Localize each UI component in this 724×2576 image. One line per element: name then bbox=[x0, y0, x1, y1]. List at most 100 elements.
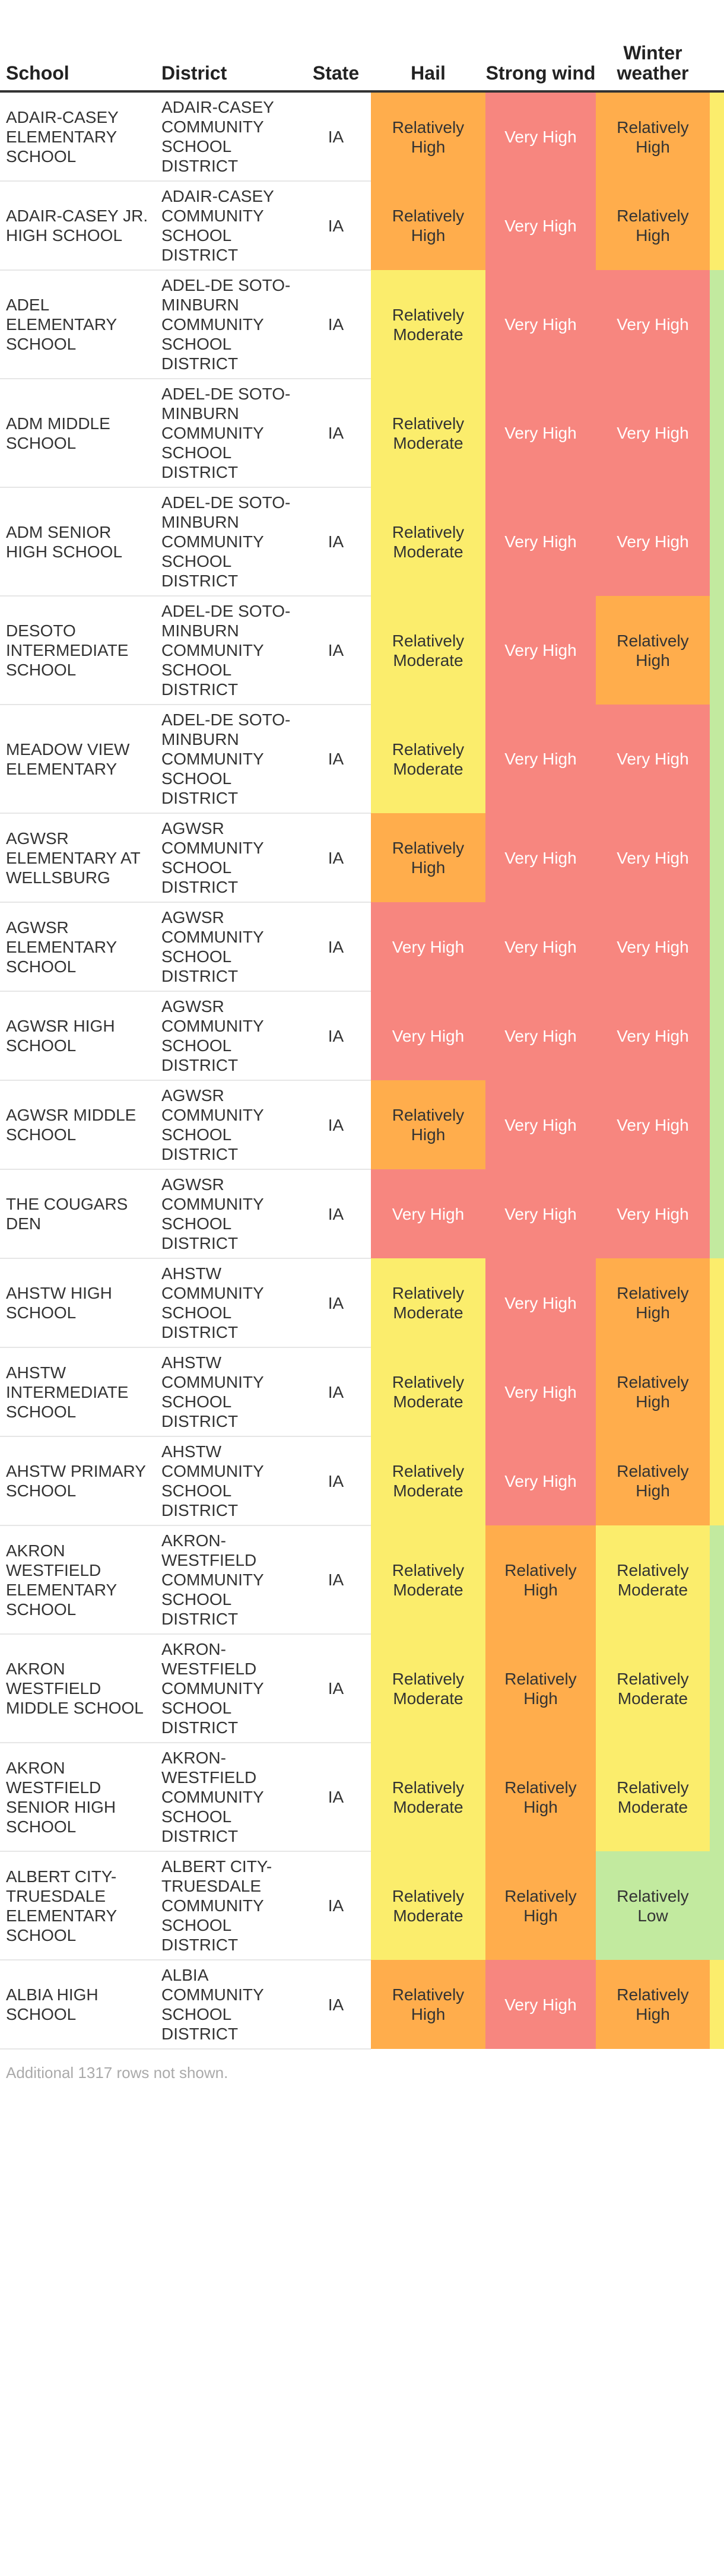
cell-district: AKRON-WESTFIELD COMMUNITY SCHOOL DISTRIC… bbox=[155, 1525, 301, 1635]
cell-winter-weather-risk: Very High bbox=[596, 705, 710, 813]
cell-strong-wind-risk: Very High bbox=[485, 1347, 596, 1436]
column-header-winter-weather[interactable]: Winter weather bbox=[596, 0, 710, 93]
cell-district: ADAIR-CASEY COMMUNITY SCHOOL DISTRICT bbox=[155, 91, 301, 182]
cell-winter-weather-risk: Relatively Moderate bbox=[596, 1743, 710, 1851]
cell-overflow-risk bbox=[710, 991, 724, 1080]
table-row: AGWSR HIGH SCHOOL AGWSR COMMUNITY SCHOOL … bbox=[0, 991, 724, 1081]
cell-hail-risk: Very High bbox=[371, 902, 485, 991]
cell-overflow-risk bbox=[710, 902, 724, 991]
cell-overflow-risk bbox=[710, 596, 724, 705]
table-row: ADM MIDDLE SCHOOL ADEL-DE SOTO-MINBURN CO… bbox=[0, 379, 724, 488]
cell-district: AGWSR COMMUNITY SCHOOL DISTRICT bbox=[155, 813, 301, 903]
column-header-overflow bbox=[710, 0, 724, 93]
table-row: THE COUGARS DEN AGWSR COMMUNITY SCHOOL DI… bbox=[0, 1169, 724, 1259]
table-row: ADAIR-CASEY ELEMENTARY SCHOOL ADAIR-CASEY… bbox=[0, 91, 724, 182]
cell-winter-weather-risk: Very High bbox=[596, 991, 710, 1080]
cell-winter-weather-risk: Very High bbox=[596, 902, 710, 991]
cell-school: ALBERT CITY-TRUESDALE ELEMENTARY SCHOOL bbox=[0, 1851, 155, 1960]
cell-district: ADAIR-CASEY COMMUNITY SCHOOL DISTRICT bbox=[155, 181, 301, 271]
table-row: ALBERT CITY-TRUESDALE ELEMENTARY SCHOOL A… bbox=[0, 1851, 724, 1960]
cell-winter-weather-risk: Very High bbox=[596, 1080, 710, 1169]
column-header-state[interactable]: State bbox=[301, 0, 371, 93]
table-row: AHSTW HIGH SCHOOL AHSTW COMMUNITY SCHOOL … bbox=[0, 1258, 724, 1348]
cell-strong-wind-risk: Very High bbox=[485, 1258, 596, 1347]
cell-state: IA bbox=[301, 596, 371, 705]
cell-school: AGWSR HIGH SCHOOL bbox=[0, 991, 155, 1081]
cell-state: IA bbox=[301, 487, 371, 597]
cell-state: IA bbox=[301, 91, 371, 182]
cell-strong-wind-risk: Relatively High bbox=[485, 1851, 596, 1960]
cell-overflow-risk bbox=[710, 1525, 724, 1634]
cell-hail-risk: Relatively Moderate bbox=[371, 1743, 485, 1851]
cell-overflow-risk bbox=[710, 1960, 724, 2049]
table-row: ALBIA HIGH SCHOOL ALBIA COMMUNITY SCHOOL … bbox=[0, 1960, 724, 2050]
cell-district: ALBERT CITY-TRUESDALE COMMUNITY SCHOOL D… bbox=[155, 1851, 301, 1960]
table-row: DESOTO INTERMEDIATE SCHOOL ADEL-DE SOTO-M… bbox=[0, 596, 724, 705]
cell-winter-weather-risk: Very High bbox=[596, 379, 710, 487]
column-header-school[interactable]: School bbox=[0, 0, 155, 93]
cell-school: AGWSR ELEMENTARY SCHOOL bbox=[0, 902, 155, 992]
cell-winter-weather-risk: Relatively Moderate bbox=[596, 1634, 710, 1743]
cell-district: AGWSR COMMUNITY SCHOOL DISTRICT bbox=[155, 991, 301, 1081]
cell-winter-weather-risk: Relatively High bbox=[596, 1258, 710, 1347]
cell-winter-weather-risk: Relatively High bbox=[596, 1347, 710, 1436]
cell-state: IA bbox=[301, 813, 371, 903]
cell-hail-risk: Relatively Moderate bbox=[371, 270, 485, 379]
cell-hail-risk: Relatively Moderate bbox=[371, 379, 485, 487]
cell-overflow-risk bbox=[710, 1634, 724, 1743]
cell-hail-risk: Relatively Moderate bbox=[371, 1634, 485, 1743]
cell-strong-wind-risk: Very High bbox=[485, 379, 596, 487]
table-body: ADAIR-CASEY ELEMENTARY SCHOOL ADAIR-CASEY… bbox=[0, 91, 724, 2050]
cell-school: ALBIA HIGH SCHOOL bbox=[0, 1960, 155, 2050]
column-header-hail[interactable]: Hail bbox=[371, 0, 485, 93]
cell-district: ADEL-DE SOTO-MINBURN COMMUNITY SCHOOL DI… bbox=[155, 270, 301, 379]
cell-strong-wind-risk: Very High bbox=[485, 487, 596, 596]
cell-strong-wind-risk: Very High bbox=[485, 991, 596, 1080]
cell-state: IA bbox=[301, 1960, 371, 2050]
cell-hail-risk: Relatively Moderate bbox=[371, 705, 485, 813]
cell-district: AGWSR COMMUNITY SCHOOL DISTRICT bbox=[155, 1080, 301, 1170]
cell-state: IA bbox=[301, 1634, 371, 1743]
cell-school: ADAIR-CASEY JR. HIGH SCHOOL bbox=[0, 181, 155, 271]
cell-overflow-risk bbox=[710, 1169, 724, 1258]
column-header-strong-wind[interactable]: Strong wind bbox=[485, 0, 596, 93]
cell-hail-risk: Relatively High bbox=[371, 91, 485, 181]
cell-strong-wind-risk: Relatively High bbox=[485, 1743, 596, 1851]
cell-state: IA bbox=[301, 1258, 371, 1348]
cell-overflow-risk bbox=[710, 1080, 724, 1169]
cell-winter-weather-risk: Very High bbox=[596, 813, 710, 902]
cell-hail-risk: Relatively Moderate bbox=[371, 487, 485, 596]
table-row: MEADOW VIEW ELEMENTARY ADEL-DE SOTO-MINBU… bbox=[0, 705, 724, 814]
cell-district: AHSTW COMMUNITY SCHOOL DISTRICT bbox=[155, 1258, 301, 1348]
cell-strong-wind-risk: Very High bbox=[485, 270, 596, 379]
cell-state: IA bbox=[301, 181, 371, 271]
cell-overflow-risk bbox=[710, 1258, 724, 1347]
cell-school: AGWSR MIDDLE SCHOOL bbox=[0, 1080, 155, 1170]
cell-hail-risk: Relatively Moderate bbox=[371, 1525, 485, 1634]
cell-state: IA bbox=[301, 1743, 371, 1852]
cell-overflow-risk bbox=[710, 270, 724, 379]
cell-winter-weather-risk: Relatively High bbox=[596, 91, 710, 181]
cell-school: AKRON WESTFIELD SENIOR HIGH SCHOOL bbox=[0, 1743, 155, 1852]
cell-school: ADEL ELEMENTARY SCHOOL bbox=[0, 270, 155, 379]
cell-overflow-risk bbox=[710, 1851, 724, 1960]
cell-district: ALBIA COMMUNITY SCHOOL DISTRICT bbox=[155, 1960, 301, 2050]
cell-district: ADEL-DE SOTO-MINBURN COMMUNITY SCHOOL DI… bbox=[155, 379, 301, 488]
cell-district: AKRON-WESTFIELD COMMUNITY SCHOOL DISTRIC… bbox=[155, 1743, 301, 1852]
cell-overflow-risk bbox=[710, 705, 724, 813]
cell-strong-wind-risk: Very High bbox=[485, 181, 596, 270]
cell-district: AKRON-WESTFIELD COMMUNITY SCHOOL DISTRIC… bbox=[155, 1634, 301, 1743]
cell-strong-wind-risk: Very High bbox=[485, 902, 596, 991]
cell-school: AHSTW PRIMARY SCHOOL bbox=[0, 1436, 155, 1526]
column-header-district[interactable]: District bbox=[155, 0, 301, 93]
cell-school: AHSTW INTERMEDIATE SCHOOL bbox=[0, 1347, 155, 1437]
cell-hail-risk: Very High bbox=[371, 1169, 485, 1258]
cell-winter-weather-risk: Relatively High bbox=[596, 1436, 710, 1525]
cell-school: ADM SENIOR HIGH SCHOOL bbox=[0, 487, 155, 597]
cell-winter-weather-risk: Very High bbox=[596, 270, 710, 379]
cell-state: IA bbox=[301, 270, 371, 379]
cell-winter-weather-risk: Relatively Low bbox=[596, 1851, 710, 1960]
cell-hail-risk: Relatively Moderate bbox=[371, 1347, 485, 1436]
header-row: School District State Hail Strong wind W… bbox=[0, 0, 724, 93]
cell-state: IA bbox=[301, 902, 371, 992]
